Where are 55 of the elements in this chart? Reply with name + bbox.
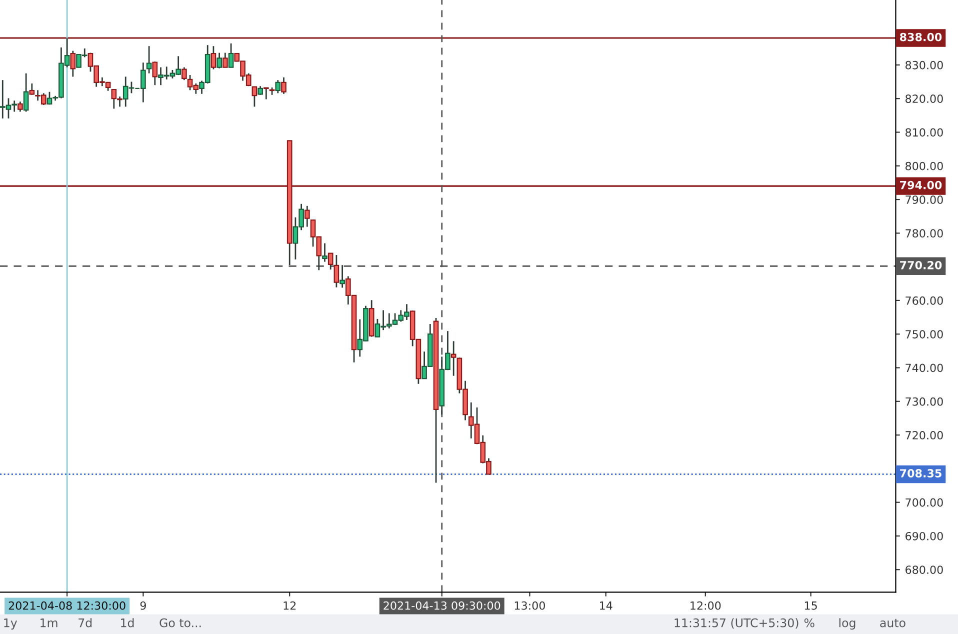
candlestick (322, 242, 328, 262)
y-tick-label: 700.00 (906, 498, 943, 507)
y-tick-label: 690.00 (906, 532, 943, 540)
text: log (839, 618, 856, 630)
y-tick-label: 800.00 (906, 162, 943, 170)
candlestick (210, 45, 216, 70)
y-tick-label: 790.00 (906, 195, 943, 204)
text: 1y (4, 618, 18, 630)
candlestick (304, 205, 310, 228)
x-tick-label: 12:00 (690, 601, 721, 610)
y-tick-label: 760.00 (906, 296, 943, 305)
y-tick-label: 730.00 (906, 397, 943, 406)
y-tick-label: 810.00 (906, 128, 943, 137)
candlestick (228, 42, 234, 68)
text: 1m (40, 618, 58, 628)
candlestick (29, 82, 35, 96)
ref-line-label: 708.35 (900, 469, 942, 478)
candlestick (152, 60, 158, 86)
x-tick-label: 15 (804, 602, 817, 610)
candlestick (334, 254, 340, 288)
candlestick (70, 50, 76, 78)
candlestick (252, 86, 258, 108)
y-tick-label: 820.00 (906, 94, 943, 103)
candlestick (18, 100, 23, 112)
x-tick-label: 2021-04-13 09:30:00 (384, 601, 500, 610)
candlestick (450, 340, 456, 377)
candlestick (182, 66, 187, 81)
x-tick-label: 12 (284, 601, 296, 610)
y-tick-label: 830.00 (906, 60, 943, 70)
text: 7d (78, 618, 92, 628)
candlestick (216, 52, 222, 69)
ref-line-label: 770.20 (900, 260, 942, 270)
candlestick (281, 76, 286, 95)
text: % (804, 618, 814, 628)
text: auto (880, 618, 906, 628)
y-tick-label: 750.00 (906, 330, 943, 338)
x-tick-label: 14 (600, 602, 612, 610)
text: Go to... (160, 618, 201, 628)
x-tick-label: 13:00 (514, 601, 545, 610)
candlestick (222, 52, 228, 68)
text: 1d (121, 618, 134, 628)
candlestick (340, 264, 345, 288)
y-tick-label: 740.00 (906, 364, 943, 372)
candlestick (23, 72, 29, 112)
ref-line-label: 794.00 (900, 180, 942, 190)
x-tick-label: 9 (140, 601, 146, 610)
y-tick-label: 780.00 (906, 229, 943, 238)
y-tick-label: 720.00 (906, 431, 943, 440)
candlestick (328, 252, 334, 270)
candlestick (146, 45, 152, 74)
text: 11:31:57 (UTC+5:30) (674, 618, 798, 629)
x-tick-label: 2021-04-08 12:30:00 (8, 601, 126, 610)
ref-line-label: 838.00 (900, 32, 942, 42)
candlestick (275, 79, 281, 94)
y-tick-label: 680.00 (906, 566, 943, 574)
